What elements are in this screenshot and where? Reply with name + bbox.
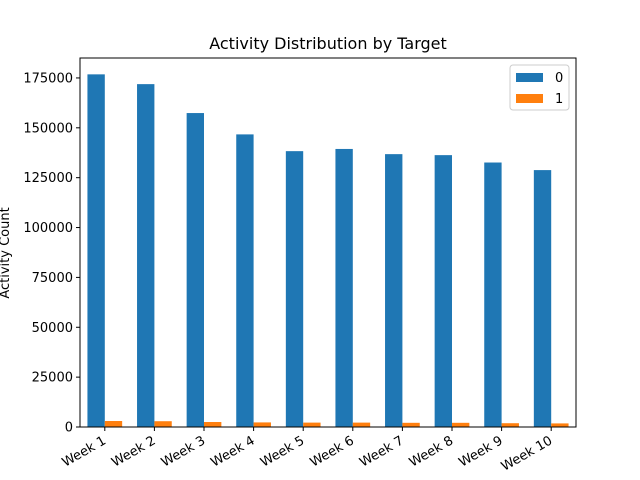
plot-frame (79, 57, 577, 428)
y-tick-label: 150000 (23, 121, 73, 136)
bar-series-0-7 (385, 154, 403, 427)
bar-series-1-2 (154, 421, 172, 427)
bar-series-1-3 (204, 422, 222, 427)
bar-series-0-4 (236, 134, 254, 427)
y-axis-label: Activity Count (0, 207, 13, 298)
chart-title: Activity Distribution by Target (209, 34, 447, 53)
x-tick-label: Week 4 (209, 433, 258, 470)
bar-series-1-6 (352, 422, 371, 427)
bar-series-0-8 (434, 155, 452, 427)
bar-series-1-5 (303, 422, 321, 427)
legend-swatch-0 (516, 73, 543, 82)
bar-series-0-3 (186, 113, 204, 427)
x-axis: Week 1 Week 2 Week 3 Week 4 Week 5 Week 6 Week… (60, 427, 555, 475)
y-tick-label: 50000 (32, 321, 73, 336)
legend: 01 (509, 64, 570, 111)
x-tick-label: Week 10 (499, 433, 555, 474)
y-tick-label: 175000 (23, 71, 73, 86)
x-tick-label: Week 5 (258, 433, 307, 470)
x-tick-label: Week 1 (60, 433, 109, 470)
bar-series-1-7 (402, 422, 420, 427)
x-tick-label: Week 9 (457, 433, 506, 470)
x-tick-label: Week 7 (357, 433, 406, 470)
bar-series-1-1 (104, 421, 123, 427)
legend-label-0: 0 (555, 71, 563, 86)
legend-label-1: 1 (555, 92, 563, 107)
bar-series-1-4 (253, 422, 271, 427)
bar-series-0-1 (87, 74, 105, 427)
y-tick-label: 0 (65, 421, 73, 436)
y-tick-label: 75000 (32, 271, 73, 286)
bar-series-0-6 (335, 148, 353, 428)
bar-series-0-5 (285, 151, 304, 427)
x-tick-label: Week 2 (109, 433, 158, 470)
y-tick-label: 125000 (23, 171, 73, 186)
y-axis: 0 25000 50000 75000 100000 125000 150000 175000 (23, 71, 80, 436)
y-tick-label: 100000 (23, 221, 73, 236)
x-tick-label: Week 3 (159, 433, 208, 470)
bar-series-0-9 (484, 162, 502, 427)
legend-swatch-1 (516, 94, 543, 103)
bar-series-1-8 (452, 422, 470, 427)
x-tick-label: Week 6 (308, 433, 357, 470)
plot-area (79, 57, 577, 428)
bar-series-0-2 (137, 84, 155, 428)
bar-series-0-10 (533, 170, 552, 427)
y-tick-label: 25000 (32, 371, 73, 386)
bar-series-1-9 (501, 423, 519, 427)
x-tick-label: Week 8 (407, 433, 456, 470)
bar-series-1-10 (551, 423, 569, 427)
